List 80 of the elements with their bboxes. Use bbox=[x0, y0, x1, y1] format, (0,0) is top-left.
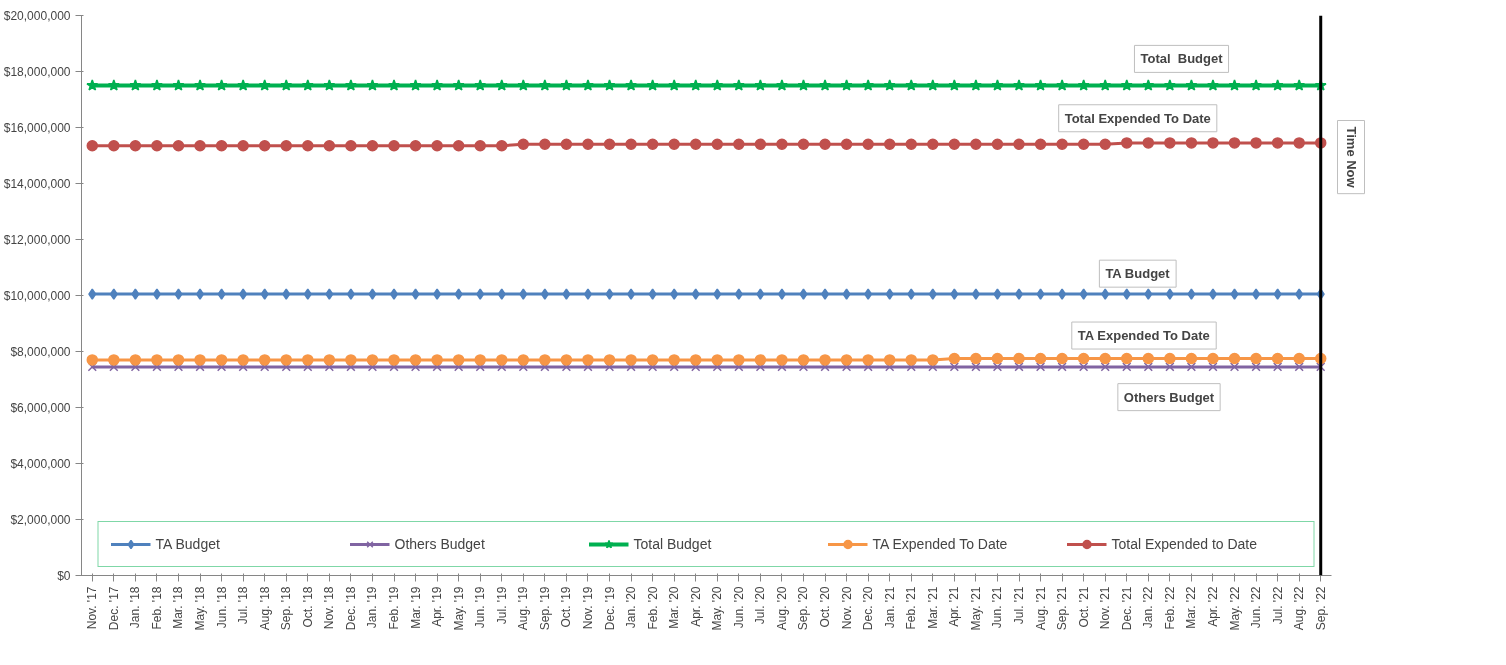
y-tick-label: $8,000,000 bbox=[10, 344, 71, 359]
x-tick-label: Sep. '22 bbox=[1313, 586, 1328, 631]
x-tick-label: Dec. '17 bbox=[106, 586, 121, 631]
x-tick-label: Sep. '21 bbox=[1055, 586, 1070, 631]
x-tick-label: Oct. '19 bbox=[559, 586, 574, 628]
x-tick-label: Apr. '19 bbox=[430, 586, 445, 627]
x-tick-label: Aug. '21 bbox=[1033, 586, 1048, 631]
x-tick-label: Aug. '22 bbox=[1292, 586, 1307, 631]
x-tick-label: Dec. '21 bbox=[1119, 586, 1134, 631]
y-tick-label: $0 bbox=[57, 568, 71, 583]
x-tick-label: Nov. '20 bbox=[839, 586, 854, 630]
x-tick-label: Feb. '21 bbox=[904, 586, 919, 630]
x-tick-label: Jan. '18 bbox=[128, 586, 143, 629]
x-tick-label: Feb. '19 bbox=[387, 586, 401, 630]
x-tick-label: Jun. '18 bbox=[214, 586, 229, 629]
x-tick-label: Jan. '19 bbox=[365, 586, 380, 629]
x-tick-label: Dec. '18 bbox=[343, 586, 358, 631]
x-tick-label: Oct. '20 bbox=[818, 586, 833, 628]
legend-label: Others Budget bbox=[394, 536, 486, 552]
y-tick-label: $6,000,000 bbox=[10, 400, 71, 415]
x-tick-label: Dec. '20 bbox=[861, 586, 876, 631]
x-tick-label: May. '20 bbox=[710, 586, 725, 631]
x-tick-label: May. '21 bbox=[968, 586, 983, 631]
y-tick-label: $16,000,000 bbox=[3, 120, 71, 135]
annotation: Total Budget bbox=[1140, 51, 1224, 67]
x-tick-label: Jun. '22 bbox=[1249, 586, 1264, 629]
y-tick-label: $2,000,000 bbox=[10, 512, 71, 527]
legend-label: TA Expended To Date bbox=[872, 536, 1009, 552]
y-tick-label: $10,000,000 bbox=[3, 288, 71, 303]
x-tick-label: Jun. '20 bbox=[731, 586, 746, 629]
x-tick-label: Aug. '20 bbox=[774, 586, 789, 631]
x-tick-label: Mar. '20 bbox=[667, 586, 682, 629]
y-tick-label: $20,000,000 bbox=[3, 8, 71, 23]
x-tick-label: Jun. '19 bbox=[473, 586, 488, 629]
x-tick-label: Sep. '18 bbox=[279, 586, 294, 631]
x-tick-label: May. '19 bbox=[451, 586, 466, 631]
legend-label: Total Expended to Date bbox=[1111, 536, 1259, 552]
x-tick-label: Jul. '20 bbox=[753, 586, 768, 625]
annotation: Total Expended To Date bbox=[1064, 110, 1211, 126]
x-tick-label: Aug. '18 bbox=[257, 586, 272, 631]
x-tick-label: Feb. '20 bbox=[645, 586, 660, 630]
legend-label: Total Budget bbox=[633, 536, 713, 552]
x-tick-label: Jul. '19 bbox=[494, 586, 509, 625]
x-tick-label: Jan. '21 bbox=[882, 586, 897, 629]
x-tick-label: Oct. '18 bbox=[300, 586, 315, 628]
y-tick-label: $4,000,000 bbox=[10, 456, 71, 471]
legend-label: TA Budget bbox=[155, 536, 221, 552]
x-tick-label: Nov. '19 bbox=[580, 586, 595, 630]
x-tick-label: May. '18 bbox=[193, 586, 208, 631]
x-tick-label: Apr. '20 bbox=[688, 586, 703, 627]
annotation: TA Expended To Date bbox=[1077, 328, 1210, 344]
x-tick-label: Nov. '17 bbox=[85, 586, 100, 630]
annotation: Others Budget bbox=[1123, 389, 1215, 405]
x-tick-label: Sep. '19 bbox=[537, 586, 552, 631]
ref-line-label: Time Now bbox=[1343, 126, 1359, 189]
x-tick-label: Feb. '22 bbox=[1162, 586, 1177, 630]
x-tick-label: Dec. '19 bbox=[602, 586, 617, 631]
x-tick-label: Jul. '21 bbox=[1012, 586, 1026, 625]
x-tick-label: Sep. '20 bbox=[796, 586, 811, 631]
x-tick-label: Feb. '18 bbox=[149, 586, 164, 630]
x-tick-label: Jan. '20 bbox=[624, 586, 639, 629]
y-tick-label: $18,000,000 bbox=[3, 64, 71, 79]
x-tick-label: Jul. '22 bbox=[1270, 586, 1285, 625]
x-tick-label: Jun. '21 bbox=[990, 586, 1005, 629]
y-tick-label: $14,000,000 bbox=[3, 176, 71, 191]
annotation: TA Budget bbox=[1105, 266, 1171, 282]
x-tick-label: Mar. '19 bbox=[408, 586, 423, 629]
x-tick-label: Apr. '22 bbox=[1205, 586, 1220, 627]
x-tick-label: May. '22 bbox=[1227, 586, 1242, 631]
x-tick-label: Mar. '18 bbox=[171, 586, 186, 629]
x-tick-label: Mar. '21 bbox=[925, 586, 940, 629]
x-tick-label: Aug. '19 bbox=[516, 586, 531, 631]
x-tick-label: Oct. '21 bbox=[1076, 586, 1091, 628]
x-tick-label: Jan. '22 bbox=[1141, 586, 1156, 629]
y-tick-label: $12,000,000 bbox=[3, 232, 71, 247]
x-tick-label: Nov. '21 bbox=[1098, 586, 1113, 630]
x-tick-label: Jul. '18 bbox=[236, 586, 251, 625]
x-tick-label: Nov. '18 bbox=[322, 586, 337, 630]
x-tick-label: Apr. '21 bbox=[947, 586, 962, 627]
x-tick-label: Mar. '22 bbox=[1184, 586, 1199, 629]
